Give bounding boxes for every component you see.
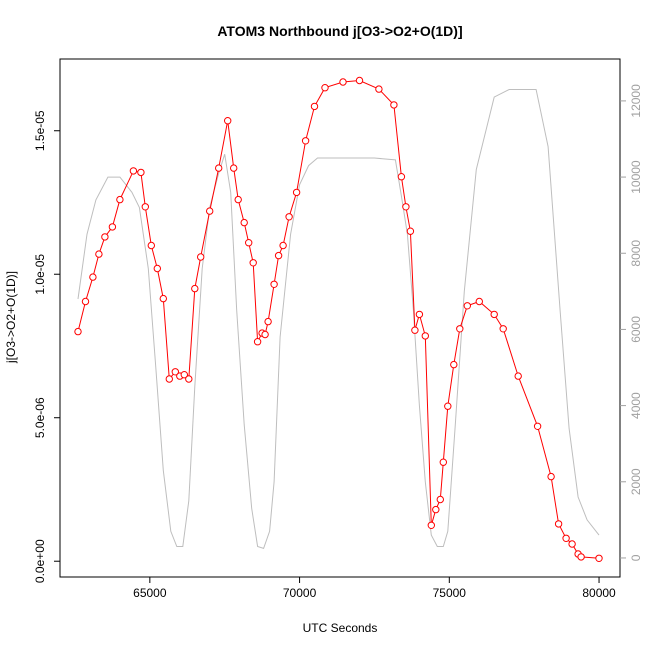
x-tick-label: 80000 — [582, 586, 616, 600]
j-series-point — [436, 495, 444, 504]
j-series-point — [310, 102, 319, 111]
j-series-point — [562, 534, 570, 542]
j-series-point — [301, 137, 310, 145]
j-series-point — [180, 371, 189, 379]
j-series-point — [197, 253, 205, 261]
j-series-point — [253, 338, 262, 346]
x-tick-label: 75000 — [433, 586, 467, 600]
j-series-point — [402, 203, 410, 211]
j-series-point — [595, 554, 603, 562]
j-series-point — [321, 84, 329, 92]
j-series-point — [95, 250, 103, 258]
j-series-point — [215, 164, 223, 172]
y-tick-label: 1.5e-05 — [33, 110, 47, 151]
y2-tick-label: 0 — [629, 554, 643, 561]
j-series-point — [240, 218, 248, 227]
j-series-point — [245, 239, 253, 247]
j-series-point — [355, 76, 364, 85]
j-series-point — [165, 375, 174, 383]
j-series-point — [206, 207, 214, 215]
j-series-point — [81, 297, 90, 306]
j-series-point — [116, 195, 124, 204]
j-series-point — [153, 264, 162, 273]
j-series-point — [279, 241, 287, 250]
chart-title: ATOM3 Northbound j[O3->O2+O(1D)] — [217, 23, 462, 39]
j-series-point — [547, 472, 555, 481]
j-series-point — [224, 117, 232, 125]
y-axis-label: j[O3->O2+O(1D)] — [4, 271, 18, 364]
j-series-point — [490, 310, 498, 319]
j-series-point — [514, 372, 522, 380]
y2-tick-label: 8000 — [629, 240, 643, 267]
y2-tick-label: 4000 — [629, 392, 643, 419]
j-series-point — [411, 326, 419, 334]
j-series-point — [421, 332, 429, 340]
x-tick-label: 70000 — [283, 586, 317, 600]
j-series-point — [230, 164, 238, 172]
j-series-point — [234, 195, 242, 204]
y2-tick-label: 6000 — [629, 316, 643, 343]
j-series-point — [439, 458, 447, 466]
j-series-point — [463, 302, 471, 310]
x-axis-label: UTC Seconds — [303, 621, 378, 635]
j-series-point — [406, 227, 415, 235]
j-series-point — [432, 505, 440, 514]
j-series-point — [499, 325, 507, 333]
j-series-point — [191, 284, 199, 293]
j-series-point — [261, 330, 269, 339]
j-series-point — [554, 520, 563, 528]
j-series-point — [137, 168, 145, 177]
y-tick-label: 5.0e-06 — [33, 397, 47, 438]
j-series-point — [129, 167, 138, 175]
j-series-point — [249, 259, 257, 267]
j-series-point — [101, 233, 109, 241]
j-series-point — [274, 251, 283, 260]
j-series-line — [77, 79, 600, 559]
j-series-point — [415, 310, 424, 319]
j-series-point — [147, 241, 156, 250]
axes-layer: 65000 70000 75000 800000.0e+005.0e-061.0e-0… — [33, 84, 643, 600]
j-series-point — [375, 85, 383, 93]
j-series-point — [264, 317, 272, 326]
y2-tick-label: 2000 — [629, 468, 643, 495]
y-tick-label: 1.0e-05 — [33, 254, 47, 295]
series-layer — [74, 76, 603, 562]
plot-frame — [59, 58, 621, 578]
j-series-point — [475, 297, 483, 306]
j-series-point — [444, 402, 452, 410]
y2-tick-label: 12000 — [629, 84, 643, 118]
j-series-point — [577, 553, 585, 561]
j-series-point — [285, 213, 293, 221]
j-series-point — [270, 280, 278, 288]
j-series-point — [89, 273, 97, 281]
j-series-point — [568, 540, 576, 548]
y2-tick-label: 10000 — [629, 160, 643, 194]
j-series-point — [171, 368, 180, 376]
y-tick-label: 0.0e+00 — [33, 539, 47, 583]
j-series-point — [456, 325, 464, 333]
j-series-point — [159, 294, 168, 303]
j-series-point — [185, 375, 193, 383]
j-series-point — [450, 360, 458, 369]
j-series-point — [339, 78, 347, 86]
j-series-point — [74, 327, 82, 336]
x-tick-label: 65000 — [133, 586, 167, 600]
j-series-point — [397, 173, 406, 181]
j-series-point — [390, 101, 398, 109]
j-series-point — [141, 203, 150, 211]
j-series-point — [427, 521, 435, 529]
j-series-point — [108, 223, 117, 231]
altitude-series-line — [77, 89, 600, 550]
j-series-point — [533, 422, 542, 430]
j-series-point — [292, 188, 301, 197]
